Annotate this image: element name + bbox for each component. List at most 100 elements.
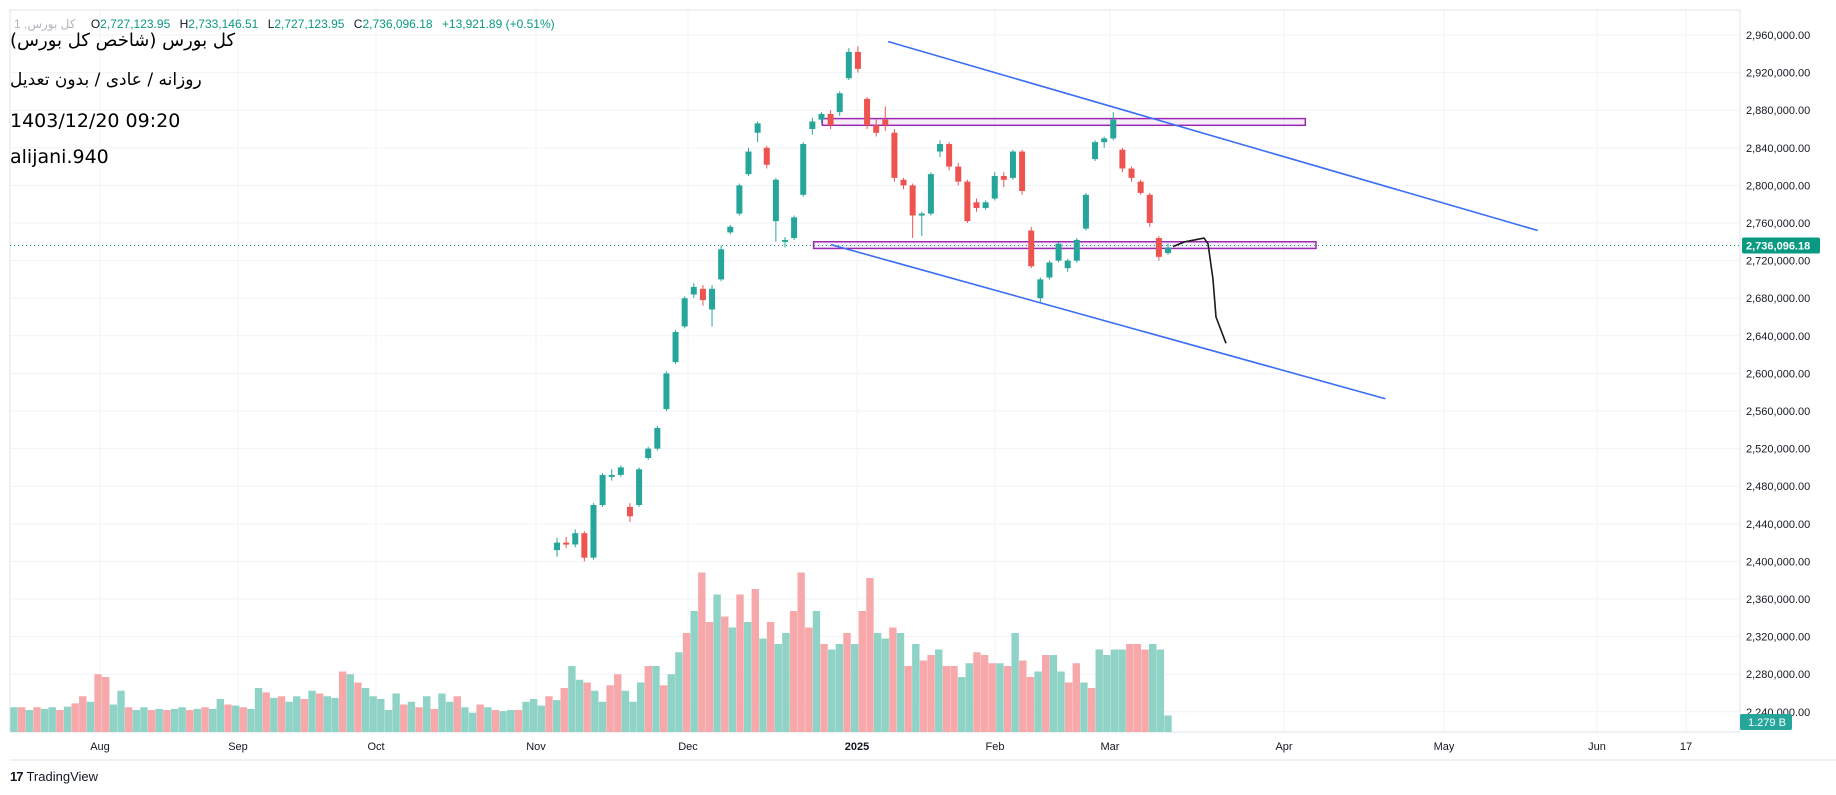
low-value: 2,727,123.95 (274, 17, 345, 31)
volume-bar (652, 666, 660, 732)
candle-body (882, 119, 889, 126)
candle-body (827, 113, 834, 126)
volume-bar (86, 701, 95, 732)
volume-bar (675, 652, 683, 732)
candle-body (617, 467, 624, 475)
volume-bar (461, 707, 469, 732)
candle-body (763, 147, 770, 165)
volume-bar (919, 660, 928, 732)
volume-bar (904, 666, 912, 732)
volume-bar (682, 633, 691, 732)
candle-body (1165, 247, 1171, 254)
candle-body (626, 506, 633, 517)
freehand-drawing[interactable] (1172, 237, 1227, 344)
volume-bar (140, 707, 148, 732)
volume-bar (285, 701, 293, 732)
volume-bar (25, 710, 33, 732)
volume-bar (117, 690, 125, 732)
volume-bar (147, 710, 156, 732)
candle-body (964, 181, 971, 222)
volume-bar (667, 674, 675, 732)
last-price-badge (1742, 237, 1820, 254)
candle-body (681, 298, 688, 327)
volume-bar (988, 663, 996, 732)
volume-bar (1156, 649, 1165, 732)
price-tick-label: 2,800,000.00 (1746, 180, 1810, 192)
candle-body (982, 202, 989, 208)
tradingview-logo[interactable]: 17 TradingView (10, 769, 98, 784)
volume-bar (1003, 666, 1012, 732)
volume-bar (552, 700, 561, 732)
volume-bar (1072, 663, 1080, 732)
volume-bar (973, 652, 981, 732)
volume-bars (10, 572, 1172, 732)
price-tick-label: 2,280,000.00 (1746, 669, 1810, 681)
volume-bar (193, 708, 202, 732)
volume-bar (71, 703, 79, 732)
trend-channel[interactable] (10, 40, 1740, 400)
volume-bar (392, 693, 400, 732)
overlay-author: alijani.940 (10, 146, 109, 168)
candle-body (818, 113, 825, 120)
volume-badge (1740, 714, 1792, 730)
volume-bar (361, 688, 370, 732)
candle-body (1146, 194, 1153, 223)
candle-body (772, 179, 779, 222)
volume-bar (315, 693, 324, 732)
volume-bar (17, 707, 26, 732)
symbol-label[interactable]: کل بورس, 1 (14, 17, 76, 31)
time-tick-label: Mar (1101, 741, 1120, 753)
volume-bar (201, 707, 209, 732)
horizontal-zones[interactable] (812, 117, 1317, 250)
volume-bar (369, 696, 377, 732)
candle-body (745, 151, 752, 175)
volume-bar (873, 633, 882, 732)
candle-body (654, 427, 661, 449)
volume-bar (690, 611, 698, 732)
volume-bar (996, 663, 1004, 732)
volume-bar (636, 682, 645, 732)
volume-bar (56, 710, 64, 732)
candle-body (636, 469, 643, 505)
volume-bar (1103, 655, 1111, 732)
volume-bar (598, 701, 607, 732)
volume-bar (1133, 644, 1142, 732)
candle-body (1000, 176, 1007, 180)
time-tick-label: 2025 (845, 741, 869, 753)
time-tick-label: Dec (678, 741, 698, 753)
volume-bar (377, 699, 385, 732)
volume-bar (912, 644, 920, 732)
candle-body (727, 226, 734, 233)
volume-bar (659, 685, 668, 732)
candle-body (1119, 149, 1126, 169)
volume-bar (828, 649, 836, 732)
candle-body (991, 176, 998, 199)
volume-bar (850, 644, 859, 732)
candle-body (699, 288, 706, 301)
volume-bar (545, 696, 553, 732)
time-axis[interactable]: Aug Sep Oct Nov Dec 2025 Feb Mar Apr May Jun 17 (10, 741, 1836, 761)
candle-body (718, 249, 725, 280)
volume-bar (766, 622, 775, 732)
candle-body (1064, 260, 1071, 269)
volume-bar (789, 611, 798, 732)
candle-body (1009, 151, 1016, 178)
candle-body (1092, 142, 1099, 160)
volume-bar (1164, 715, 1172, 732)
volume-bar (102, 677, 110, 732)
zone-rect (821, 117, 1307, 127)
volume-bar (881, 638, 889, 732)
volume-bar (163, 710, 171, 732)
candle-body (563, 542, 570, 545)
volume-bar (782, 633, 790, 732)
volume-bar (866, 578, 874, 732)
price-axis[interactable]: 2,960,000.00 2,920,000.00 2,880,000.00 2,84… (1740, 30, 1820, 730)
candle-body (1028, 230, 1035, 267)
volume-bar (323, 696, 332, 732)
candle-body (800, 144, 807, 195)
candle-body (927, 174, 934, 214)
volume-bar (109, 704, 118, 732)
price-tick-label: 2,480,000.00 (1746, 481, 1810, 493)
volume-bar (1126, 644, 1134, 732)
